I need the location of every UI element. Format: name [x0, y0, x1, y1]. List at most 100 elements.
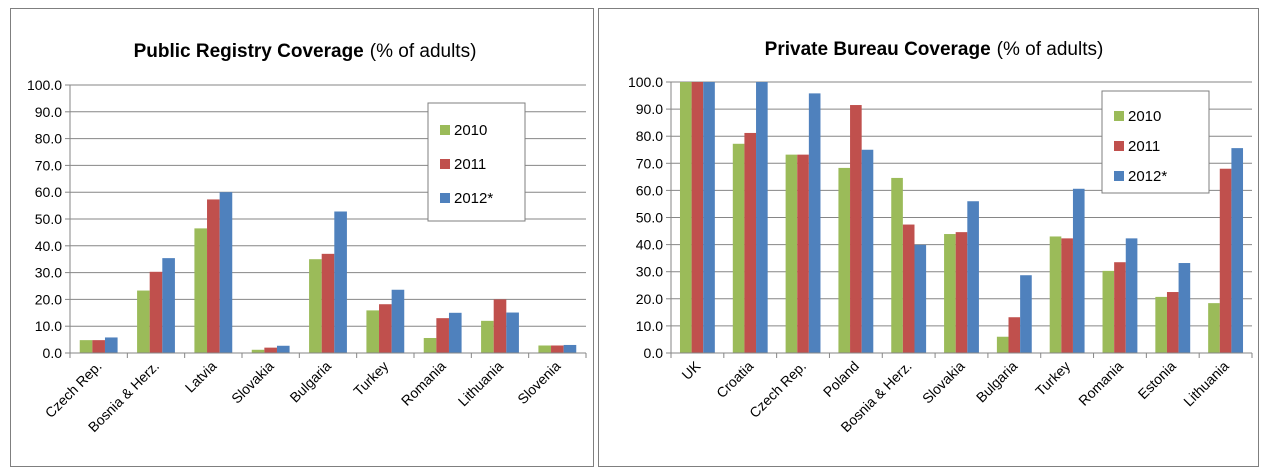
- legend-label: 2011: [454, 156, 486, 173]
- bar-uk-2012: [703, 82, 715, 353]
- bar-czech-rep-2010: [79, 340, 93, 353]
- bar-bosnia-herz-2010: [891, 177, 903, 353]
- y-tick-label: 40.0: [35, 238, 62, 254]
- chart-title: Public Registry Coverage (% of adults): [134, 41, 477, 62]
- y-tick-label: 100.0: [27, 77, 62, 93]
- bar-slovenia-2011: [551, 345, 564, 353]
- bar-lithuania-2011: [493, 299, 507, 353]
- y-tick-label: 90.0: [35, 104, 62, 120]
- y-tick-label: 0.0: [43, 345, 63, 361]
- y-tick-label: 10.0: [35, 318, 62, 334]
- bar-slovakia-2010: [251, 349, 265, 353]
- legend-swatch-2011: [440, 159, 450, 169]
- bar-estonia-2010: [1155, 296, 1167, 353]
- y-tick-label: 20.0: [636, 291, 663, 307]
- y-tick-label: 70.0: [636, 155, 663, 171]
- y-tick-label: 80.0: [636, 128, 663, 144]
- x-category-label: Slovakia: [228, 358, 277, 407]
- x-category-label: Slovenia: [514, 358, 563, 407]
- chart-subtitle: (% of adults): [997, 39, 1104, 60]
- public-registry-chart: Public Registry Coverage (% of adults) 0.0…: [27, 41, 587, 435]
- bar-bosnia-herz-2011: [902, 224, 915, 353]
- bar-romania-2012: [1125, 238, 1138, 353]
- x-category-label: Bulgaria: [973, 358, 1021, 406]
- legend-swatch-2010: [1114, 111, 1124, 121]
- legend: 2010 2011 2012*: [427, 102, 526, 222]
- legend-swatch-2012: [440, 193, 450, 203]
- y-tick-label: 100.0: [628, 74, 663, 90]
- bar-lithuania-2012: [506, 312, 519, 353]
- bar-turkey-2012: [1072, 188, 1085, 353]
- bar-slovakia-2011: [264, 347, 277, 353]
- bar-turkey-2010: [366, 310, 380, 353]
- bar-bulgaria-2012: [334, 211, 347, 353]
- x-category-label: Slovakia: [919, 358, 968, 407]
- bar-turkey-2011: [379, 304, 392, 353]
- bar-latvia-2010: [194, 228, 208, 353]
- bar-romania-2012: [448, 312, 462, 353]
- bar-romania-2011: [436, 318, 449, 353]
- bar-romania-2010: [1102, 270, 1115, 353]
- bar-lithuania-2012: [1231, 148, 1244, 353]
- bar-croatia-2011: [744, 132, 757, 353]
- y-tick-label: 30.0: [35, 265, 62, 281]
- legend-label: 2010: [1128, 108, 1161, 125]
- bar-bosnia-herz-2011: [149, 271, 163, 353]
- y-tick-label: 80.0: [35, 131, 62, 147]
- bar-uk-2010: [679, 82, 692, 353]
- bar-estonia-2012: [1178, 263, 1191, 353]
- private-bureau-chart: Private Bureau Coverage (% of adults) 0.0 1…: [628, 39, 1253, 435]
- bar-turkey-2011: [1061, 238, 1073, 353]
- bar-bulgaria-2012: [1020, 275, 1032, 353]
- bar-uk-2011: [691, 82, 704, 353]
- bar-turkey-2012: [391, 289, 405, 353]
- x-category-label: Turkey: [1032, 358, 1073, 399]
- y-tick-label: 50.0: [636, 210, 663, 226]
- x-category-label: Romania: [1075, 358, 1126, 409]
- bar-slovakia-2012: [967, 201, 979, 353]
- bar-czech-rep-2011: [797, 154, 809, 353]
- x-category-label: UK: [678, 357, 704, 383]
- bar-bulgaria-2010: [996, 336, 1009, 353]
- x-category-label: Turkey: [350, 358, 391, 399]
- bar-slovakia-2011: [955, 232, 968, 353]
- bar-lithuania-2010: [1208, 303, 1220, 353]
- bar-lithuania-2010: [481, 320, 494, 353]
- bar-romania-2010: [423, 337, 437, 353]
- bar-bosnia-herz-2012: [162, 258, 175, 353]
- legend-label: 2011: [1128, 138, 1160, 155]
- private-bureau-chart-panel: Private Bureau Coverage (% of adults) 0.0 1…: [598, 8, 1259, 467]
- x-category-label: Croatia: [713, 358, 756, 401]
- bar-bulgaria-2011: [1008, 317, 1021, 353]
- y-tick-label: 20.0: [35, 291, 62, 307]
- bar-poland-2012: [861, 149, 874, 353]
- bar-bulgaria-2010: [309, 259, 322, 353]
- legend: 2010 2011 2012*: [1101, 90, 1210, 194]
- y-tick-label: 30.0: [636, 264, 663, 280]
- legend-swatch-2012: [1114, 171, 1124, 181]
- bar-estonia-2011: [1166, 292, 1179, 353]
- x-category-label: Czech Rep.: [746, 358, 809, 421]
- top-strip: [0, 0, 1267, 8]
- x-category-label: Poland: [820, 358, 862, 400]
- x-category-label: Lithuania: [455, 358, 507, 410]
- bar-romania-2011: [1114, 262, 1126, 353]
- x-category-label: Bulgaria: [286, 358, 334, 406]
- y-tick-label: 90.0: [636, 101, 663, 117]
- chart-title: Private Bureau Coverage (% of adults): [765, 39, 1104, 60]
- bar-slovenia-2010: [538, 345, 552, 353]
- legend-swatch-2011: [1114, 141, 1124, 151]
- bar-slovakia-2010: [944, 234, 956, 353]
- public-registry-chart-panel: Public Registry Coverage (% of adults) 0.0…: [10, 8, 594, 467]
- legend-swatch-2010: [440, 125, 450, 135]
- bar-slovakia-2012: [276, 345, 290, 353]
- bar-poland-2010: [838, 167, 851, 353]
- y-tick-label: 50.0: [35, 211, 62, 227]
- x-category-label: Estonia: [1135, 358, 1179, 402]
- bar-latvia-2011: [207, 199, 220, 353]
- chart-subtitle: (% of adults): [370, 41, 477, 62]
- y-tick-label: 0.0: [644, 345, 664, 361]
- x-category-label: Czech Rep.: [42, 358, 105, 421]
- chart-title-main: Public Registry Coverage: [134, 41, 364, 62]
- bar-turkey-2010: [1049, 236, 1062, 353]
